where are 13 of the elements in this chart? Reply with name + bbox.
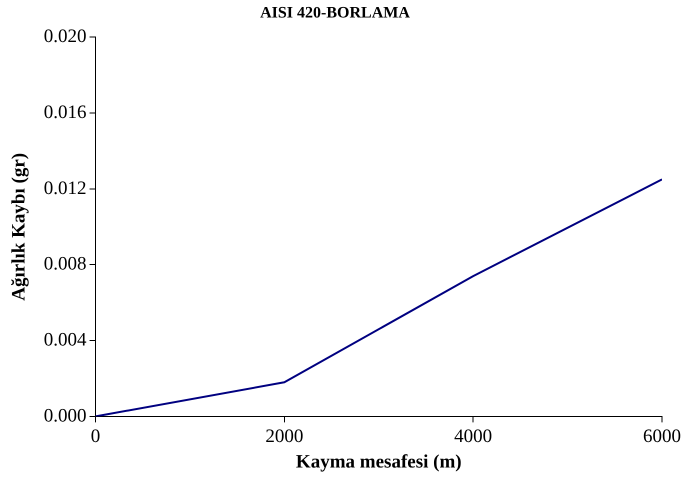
chart-title: AISI 420-BORLAMA: [260, 4, 410, 22]
y-axis-title: Ağırlık Kaybı (gr): [8, 152, 30, 301]
y-tick-label: 0.016: [44, 102, 87, 124]
y-tick-label: 0.012: [44, 178, 87, 199]
x-tick-label: 2000: [265, 426, 304, 447]
y-tick-label: 0.020: [44, 26, 87, 48]
x-tick-label: 4000: [454, 426, 492, 447]
x-tick-label: 0: [90, 426, 100, 447]
x-tick-label: 6000: [643, 426, 681, 447]
y-tick-label: 0.004: [44, 330, 88, 351]
x-axis-title: Kayma mesafesi (m): [296, 452, 462, 473]
y-tick-label: 0.008: [44, 254, 87, 275]
y-tick-label: 0.000: [44, 405, 87, 426]
